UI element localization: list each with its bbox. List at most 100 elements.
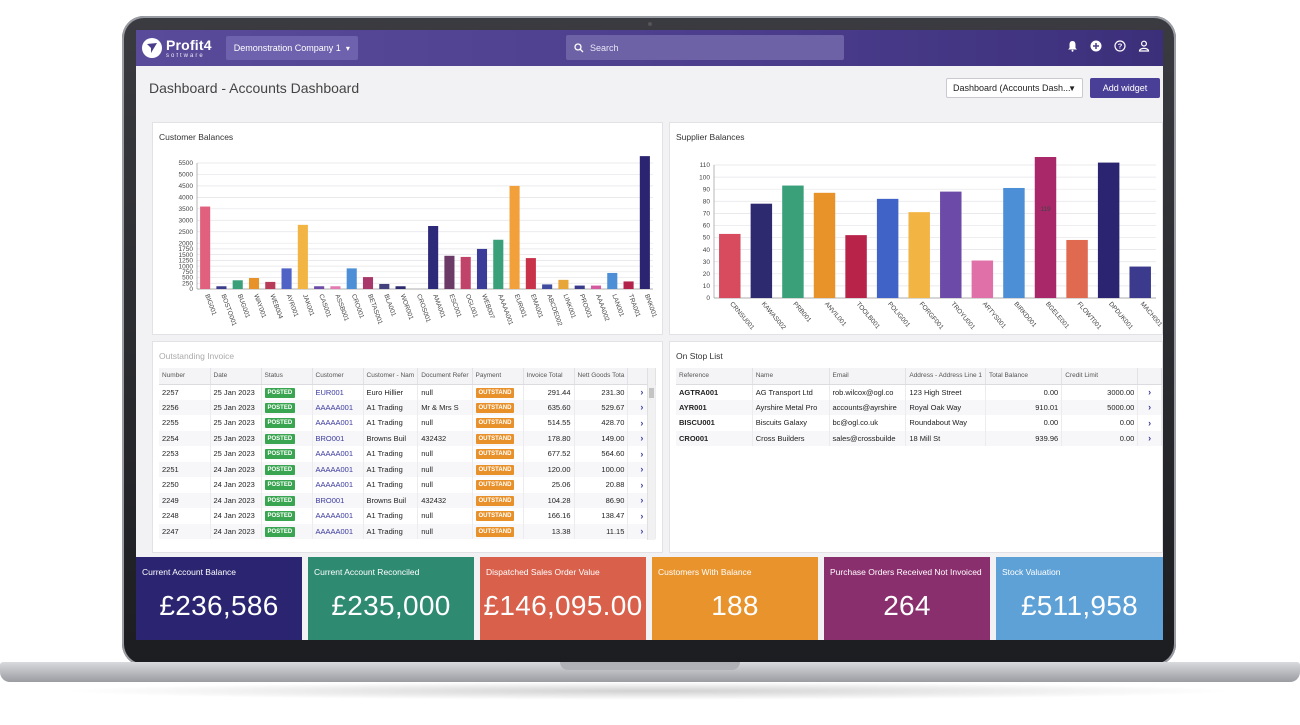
cell-customer[interactable]: AAAAA001 [312,399,364,415]
dashboard-select[interactable]: Dashboard (Accounts Dash... ▼ [946,78,1083,98]
table-row[interactable]: 2255 25 Jan 2023 POSTED AAAAA001 A1 Trading n… [159,415,657,431]
add-widget-button[interactable]: Add widget [1090,78,1160,98]
cell-customer-name: A1 Trading [363,415,419,431]
table-row[interactable]: 2257 25 Jan 2023 POSTED EUR001 Euro Hillier n… [159,384,657,400]
column-header[interactable]: Date [210,368,262,385]
cell-number: 2247 [159,523,211,539]
cell-customer[interactable]: AAAAA001 [312,477,364,493]
x-tick-label: ABCDE002 [545,293,563,327]
cell-customer[interactable]: AAAAA001 [312,415,364,431]
column-header[interactable]: Number [159,368,211,385]
cell-customer-name: A1 Trading [363,446,419,462]
cell-customer[interactable]: BRO001 [312,430,364,446]
column-header[interactable]: Invoice Total [523,368,575,385]
table-row[interactable]: 2248 24 Jan 2023 POSTED AAAAA001 A1 Trading n… [159,508,657,524]
cell-nett-goods: 100.00 [574,461,629,477]
column-header[interactable]: Customer - Nam [363,368,419,385]
cell-customer[interactable]: EUR001 [312,384,364,400]
app-logo[interactable]: Profit4 software [142,38,212,59]
bell-icon[interactable] [1065,39,1079,53]
y-tick-label: 3000 [179,217,194,224]
bar-esc001 [444,255,455,289]
cell-customer[interactable]: AAAAA001 [312,446,364,462]
y-tick-label: 0 [706,295,710,302]
column-header[interactable]: Total Balance [985,368,1063,385]
table-row[interactable]: 2256 25 Jan 2023 POSTED AAAAA001 A1 Trading M… [159,399,657,415]
column-header[interactable]: Status [261,368,313,385]
cell-invoice-total: 104.28 [523,492,575,508]
column-header[interactable]: Credit Limit [1061,368,1139,385]
status-badge: POSTED [264,495,296,506]
table-row[interactable]: 2247 24 Jan 2023 POSTED AAAAA001 A1 Trading n… [159,523,657,539]
laptop-base [0,662,1300,682]
cell-payment: OUTSTAND [472,446,524,462]
cell-date: 25 Jan 2023 [210,399,262,415]
bar-jak001 [297,224,308,289]
cell-nett-goods: 138.47 [574,508,629,524]
table-row[interactable]: 2250 24 Jan 2023 POSTED AAAAA001 A1 Trading n… [159,477,657,493]
bar-ema001 [525,258,536,289]
table-row[interactable]: AYR001 Ayrshire Metal Pro accounts@ayrshir… [676,399,1162,415]
column-header[interactable]: Customer [312,368,364,385]
cell-total-balance: 939.96 [985,430,1063,446]
cell-customer[interactable]: BRO001 [312,492,364,508]
y-tick-label: 90 [703,186,711,193]
table-row[interactable]: CRO001 Cross Builders sales@crossbuilde 18 … [676,430,1162,446]
kpi-card[interactable]: Dispatched Sales Order Value £146,095.00 [480,557,646,640]
bar-tra001 [623,281,634,289]
cell-name: Biscuits Galaxy [752,415,830,431]
x-tick-label: TOOLB001 [855,301,882,331]
kpi-card[interactable]: Customers With Balance 188 [652,557,818,640]
user-icon[interactable] [1137,39,1151,53]
company-selector[interactable]: Demonstration Company 1 ▾ [225,36,358,60]
kpi-card[interactable]: Stock Valuation £511,958 [996,557,1163,640]
table-row[interactable]: BISCU001 Biscuits Galaxy bc@ogl.co.uk Round… [676,415,1162,431]
x-tick-label: EMA001 [529,293,544,319]
outstanding-scrollbar[interactable] [647,368,655,540]
column-header[interactable]: Address - Address Line 1 [905,368,986,385]
column-header[interactable]: Name [752,368,830,385]
kpi-card[interactable]: Current Account Reconciled £235,000 [308,557,474,640]
kpi-card[interactable]: Purchase Orders Received Not Invoiced 264 [824,557,990,640]
table-row[interactable]: AGTRA001 AG Transport Ltd rob.wilcox@ogl.c… [676,384,1162,400]
y-tick-label: 110 [700,162,711,169]
table-row[interactable]: 2254 25 Jan 2023 POSTED BRO001 Browns Buil 43… [159,430,657,446]
bar-mach001 [1129,266,1151,298]
column-header[interactable]: Reference [676,368,753,385]
column-header[interactable]: Email [829,368,907,385]
x-tick-label: BOSTO001 [220,293,238,327]
add-circle-icon[interactable] [1089,39,1103,53]
table-row[interactable]: 2249 24 Jan 2023 POSTED BRO001 Browns Buil 43… [159,492,657,508]
cell-reference: AYR001 [676,399,753,415]
chevron-right-icon[interactable]: › [1137,415,1162,431]
column-header[interactable]: Nett Goods Tota [574,368,629,385]
y-tick-label: 3500 [179,206,194,213]
y-tick-label: 80 [703,198,711,205]
cell-date: 24 Jan 2023 [210,523,262,539]
table-row[interactable]: 2251 24 Jan 2023 POSTED AAAAA001 A1 Trading n… [159,461,657,477]
cell-nett-goods: 86.90 [574,492,629,508]
cell-payment: OUTSTAND [472,384,524,400]
scroll-thumb[interactable] [649,388,654,398]
y-tick-label: 60 [703,223,711,230]
chevron-right-icon[interactable]: › [1137,430,1162,446]
table-row[interactable]: 2253 25 Jan 2023 POSTED AAAAA001 A1 Trading n… [159,446,657,462]
search-input[interactable]: Search [566,35,844,60]
cell-date: 25 Jan 2023 [210,446,262,462]
help-icon[interactable]: ? [1113,39,1127,53]
chevron-right-icon[interactable]: › [1137,384,1162,400]
cell-customer[interactable]: AAAAA001 [312,508,364,524]
column-header[interactable]: Document Refer [417,368,473,385]
bar-cro001 [346,268,357,289]
chevron-right-icon[interactable]: › [1137,399,1162,415]
cell-customer[interactable]: AAAAA001 [312,461,364,477]
y-tick-label: 2000 [179,240,194,247]
column-header[interactable]: Payment [472,368,524,385]
laptop-notch [560,662,740,670]
customer-balances-panel: Customer Balances 0 250 500 750 1000 1250 1500… [152,122,663,335]
kpi-card[interactable]: Current Account Balance £236,586 [136,557,302,640]
x-tick-label: BLA001 [382,293,397,317]
bar-bla001 [379,283,390,289]
company-name: Demonstration Company 1 [233,43,341,53]
cell-customer[interactable]: AAAAA001 [312,523,364,539]
